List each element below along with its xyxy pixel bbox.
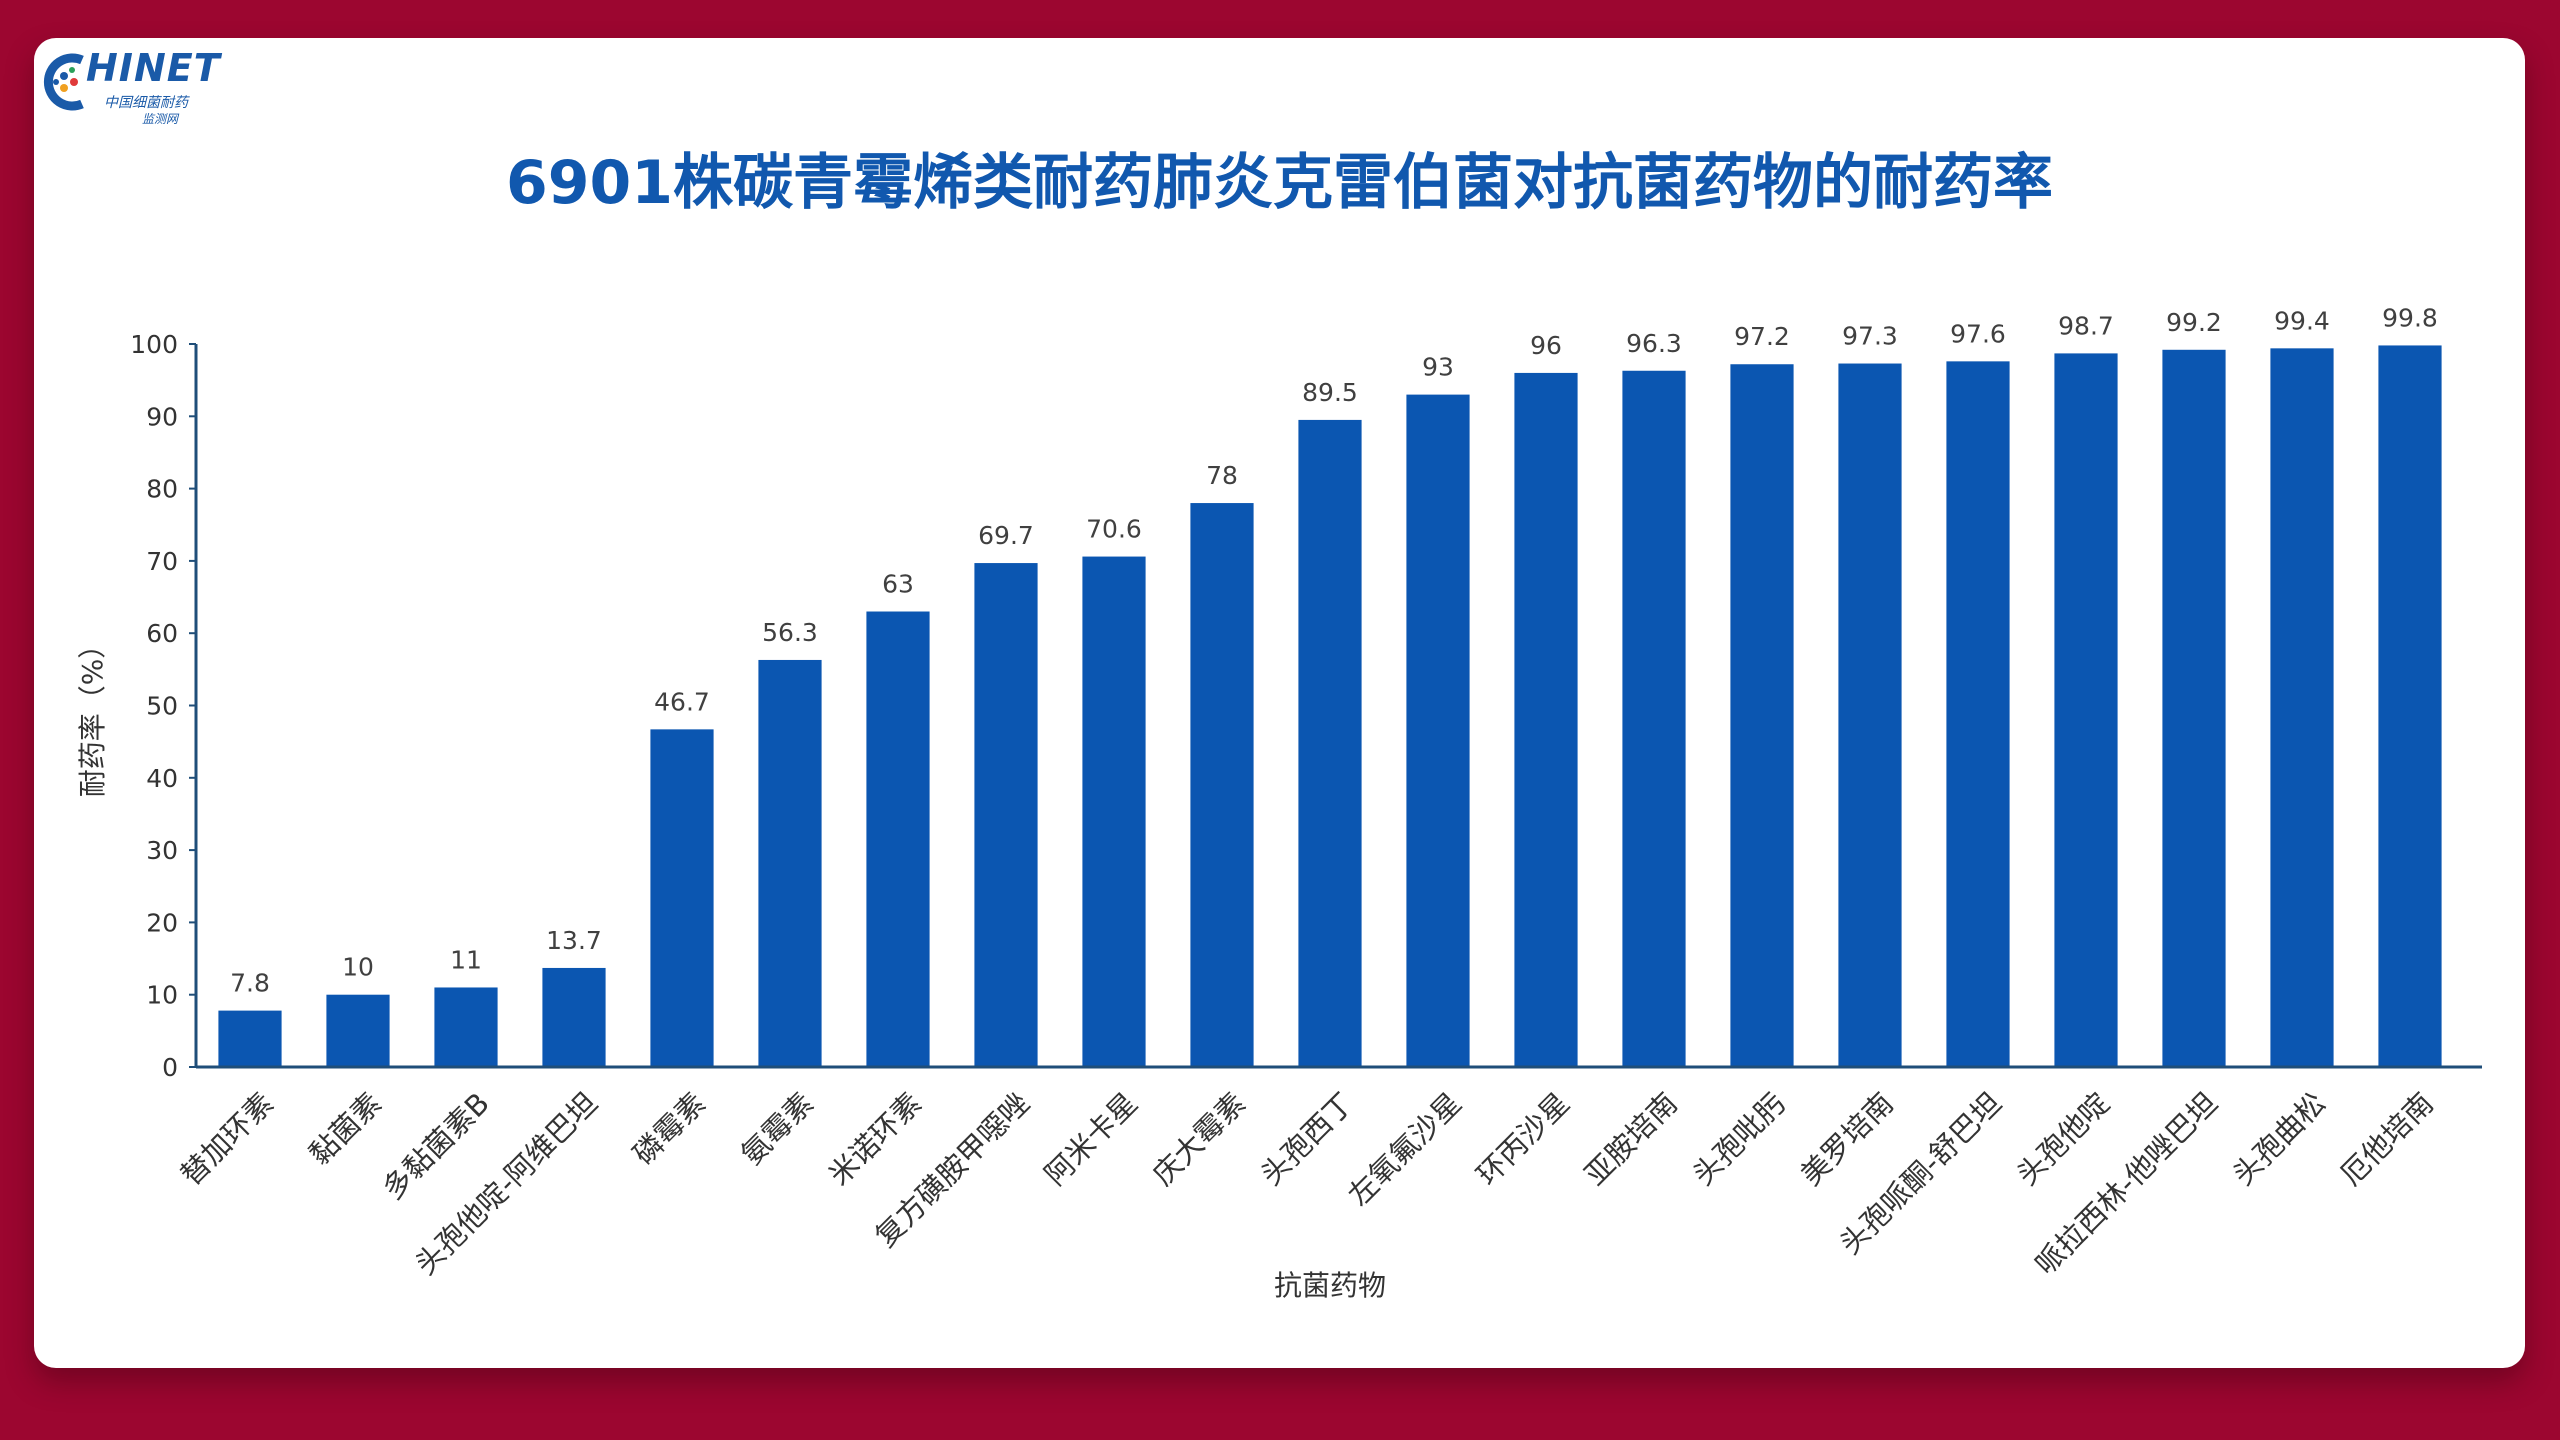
category-label: 米诺环素: [822, 1086, 928, 1192]
bar-value-label: 97.6: [1950, 319, 2006, 348]
slide-card: HINET 中国细菌耐药 监测网 6901株碳青霉烯类耐药肺炎克雷伯菌对抗菌药物…: [34, 38, 2525, 1368]
bar-value-label: 78: [1206, 461, 1238, 490]
bar-value-label: 46.7: [654, 687, 710, 716]
y-tick-label: 90: [146, 402, 178, 431]
bar-value-label: 93: [1422, 353, 1454, 382]
bar: [1730, 364, 1794, 1067]
y-tick-label: 60: [146, 619, 178, 648]
bar: [1406, 394, 1470, 1067]
category-label: 头孢西丁: [1254, 1086, 1360, 1192]
chinet-logo: HINET 中国细菌耐药 监测网: [34, 38, 294, 168]
bar: [1514, 372, 1578, 1067]
bar: [542, 967, 606, 1067]
category-label: 头孢他啶: [2010, 1086, 2116, 1192]
y-tick-label: 40: [146, 764, 178, 793]
bar: [1082, 556, 1146, 1067]
bar: [1190, 503, 1254, 1067]
y-tick-label: 10: [146, 981, 178, 1010]
bar-value-label: 10: [342, 953, 374, 982]
chinet-logo-icon: [43, 53, 84, 111]
bar-value-label: 69.7: [978, 521, 1034, 550]
x-axis-title: 抗菌药物: [1274, 1269, 1386, 1302]
bar-value-label: 99.8: [2382, 303, 2438, 332]
y-tick-label: 100: [130, 330, 178, 359]
bar: [218, 1010, 282, 1067]
bar-value-label: 63: [882, 570, 914, 599]
bar: [974, 563, 1038, 1067]
y-axis-title: 耐药率（%）: [76, 631, 109, 798]
bar: [1622, 370, 1686, 1068]
bar-value-label: 97.3: [1842, 322, 1898, 351]
category-label: 美罗培南: [1794, 1086, 1900, 1192]
y-tick-label: 20: [146, 908, 178, 937]
bar-value-label: 96.3: [1626, 329, 1682, 358]
bar: [2162, 349, 2226, 1067]
bar: [866, 611, 930, 1067]
bar: [1838, 363, 1902, 1067]
category-label: 磷霉素: [626, 1086, 712, 1172]
bar-value-label: 7.8: [230, 969, 270, 998]
category-label: 左氧氟沙星: [1341, 1086, 1468, 1213]
bar: [650, 729, 714, 1067]
category-label: 环丙沙星: [1470, 1086, 1576, 1192]
bar-value-label: 99.2: [2166, 308, 2222, 337]
category-label: 替加环素: [174, 1086, 280, 1192]
logo-subtitle-2: 监测网: [142, 112, 179, 126]
y-tick-label: 0: [162, 1053, 178, 1082]
bar: [1298, 419, 1362, 1067]
category-label: 头孢吡肟: [1686, 1086, 1792, 1192]
category-label: 氨霉素: [734, 1086, 820, 1172]
bar-value-label: 99.4: [2274, 306, 2330, 335]
bar-value-label: 13.7: [546, 926, 602, 955]
bar-value-label: 98.7: [2058, 311, 2114, 340]
bars: [218, 345, 2442, 1068]
y-axis-ticks: 0 10 20 30 40 50 60 70 80 90 100: [130, 330, 196, 1082]
y-tick-label: 70: [146, 547, 178, 576]
category-label: 庆大霉素: [1146, 1086, 1252, 1192]
category-label: 头孢曲松: [2226, 1086, 2332, 1192]
bar-value-label: 96: [1530, 331, 1562, 360]
bar: [758, 659, 822, 1067]
bar: [326, 994, 390, 1067]
bar: [2270, 348, 2334, 1067]
category-label: 哌拉西林-他唑巴坦: [2028, 1086, 2223, 1281]
bar: [2054, 353, 2118, 1067]
category-label: 亚胺培南: [1578, 1086, 1684, 1192]
bar-chart: 0 10 20 30 40 50 60 70 80 90 100 7.8 10 11 13.7 46.7 56…: [76, 303, 2482, 1302]
bar-value-label: 70.6: [1086, 515, 1142, 544]
logo-text: HINET: [86, 46, 221, 90]
y-tick-label: 50: [146, 692, 178, 721]
category-label: 头孢他啶-阿维巴坦: [408, 1086, 603, 1281]
bar-value-label: 97.2: [1734, 322, 1790, 351]
logo-subtitle: 中国细菌耐药: [104, 95, 188, 111]
y-tick-label: 30: [146, 836, 178, 865]
chart-title: 6901株碳青霉烯类耐药肺炎克雷伯菌对抗菌药物的耐药率: [506, 148, 2053, 218]
category-label: 黏菌素: [302, 1086, 388, 1172]
y-tick-label: 80: [146, 475, 178, 504]
bar: [2378, 345, 2442, 1067]
category-label: 厄他培南: [2334, 1086, 2440, 1192]
bar: [1946, 361, 2010, 1067]
bar-value-label: 11: [450, 945, 482, 974]
bar: [434, 987, 498, 1067]
category-label: 阿米卡星: [1038, 1086, 1144, 1192]
value-labels: 7.8 10 11 13.7 46.7 56.3 63 69.7 70.6 78 89.5 93 96 9…: [230, 303, 2438, 997]
bar-value-label: 56.3: [762, 618, 818, 647]
bar-value-label: 89.5: [1302, 378, 1358, 407]
